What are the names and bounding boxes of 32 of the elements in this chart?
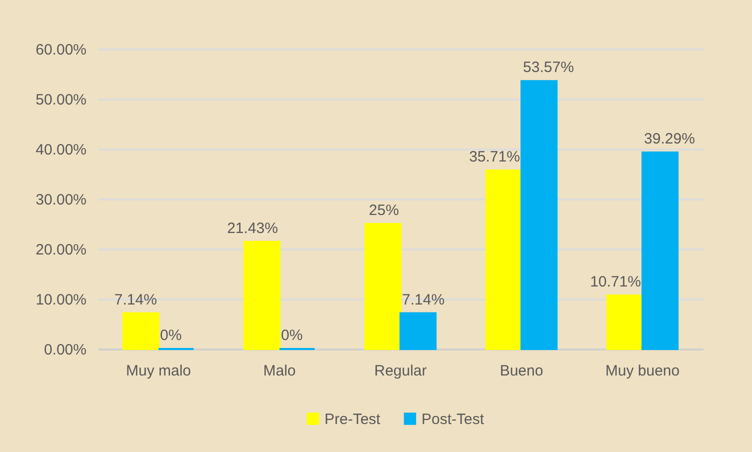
bar: [520, 80, 558, 350]
legend-label: Post-Test: [422, 410, 485, 428]
data-label: 7.14%: [402, 291, 445, 308]
y-tick-label: 30.00%: [36, 192, 86, 208]
data-label: 0%: [160, 327, 182, 344]
x-tick-label: Muy bueno: [605, 362, 680, 380]
x-tick-label: Muy malo: [126, 362, 192, 380]
y-tick-label: 10.00%: [36, 292, 86, 308]
data-label: 10.71%: [590, 273, 641, 290]
y-tick-label: 60.00%: [36, 42, 86, 58]
data-label: 39.29%: [644, 130, 695, 148]
data-label: 53.57%: [523, 59, 574, 76]
y-tick-label: 40.00%: [36, 142, 86, 158]
bar: [243, 240, 280, 350]
y-tick-label: 50.00%: [36, 92, 86, 108]
bar: [364, 223, 402, 350]
bar: [485, 169, 522, 350]
data-label: 25%: [368, 202, 399, 219]
x-tick-label: Bueno: [500, 362, 544, 380]
bar: [400, 312, 437, 350]
y-tick-label: 20.00%: [36, 242, 86, 258]
x-tick-label: Malo: [263, 362, 296, 380]
y-tick-label: 0.00%: [44, 342, 86, 358]
data-label: 21.43%: [227, 220, 278, 237]
data-label: 7.14%: [114, 291, 157, 308]
data-label: 35.71%: [469, 148, 520, 166]
x-tick-label: Regular: [374, 362, 427, 380]
bar: [606, 294, 644, 350]
legend-label: Pre-Test: [324, 410, 382, 428]
bar: [642, 152, 679, 350]
data-label: 0%: [281, 327, 303, 344]
bar: [122, 312, 160, 350]
